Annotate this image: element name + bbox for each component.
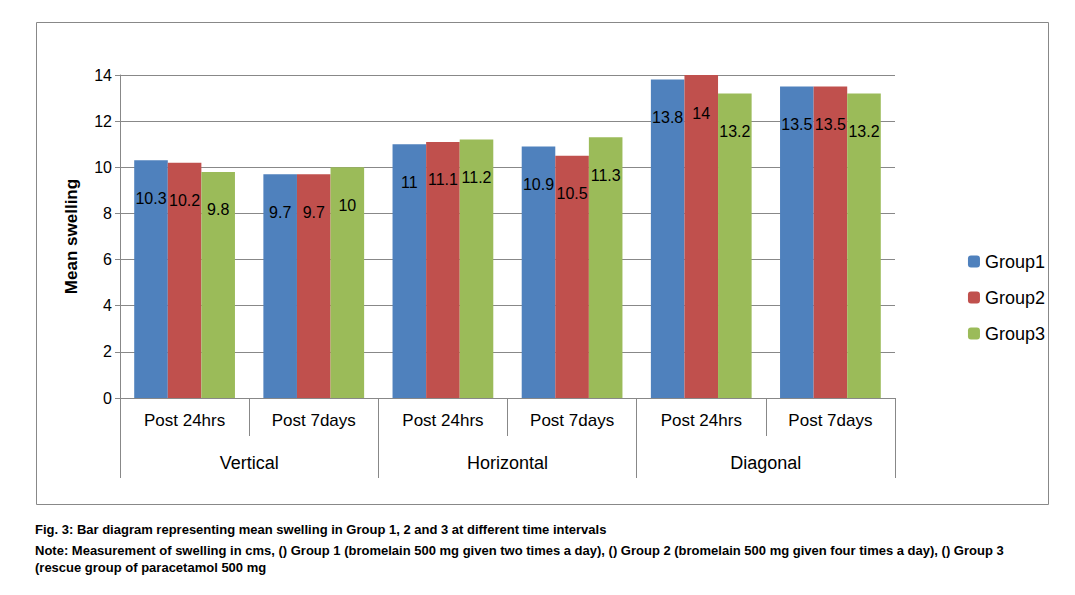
svg-text:Fig. 3: Bar diagram representi: Fig. 3: Bar diagram representing mean sw… — [35, 522, 606, 537]
svg-text:11.1: 11.1 — [428, 171, 458, 188]
svg-text:13.5: 13.5 — [815, 116, 846, 133]
svg-text:0: 0 — [103, 390, 112, 407]
svg-text:13.8: 13.8 — [652, 109, 683, 126]
svg-text:12: 12 — [94, 113, 112, 130]
svg-text:13.2: 13.2 — [719, 123, 750, 140]
svg-text:Group1: Group1 — [985, 252, 1045, 272]
svg-text:10: 10 — [94, 159, 112, 176]
svg-text:10.2: 10.2 — [169, 192, 200, 209]
svg-text:Vertical: Vertical — [220, 453, 279, 473]
svg-text:11.2: 11.2 — [462, 169, 492, 186]
svg-text:4: 4 — [103, 297, 112, 314]
svg-text:13.2: 13.2 — [848, 123, 879, 140]
svg-text:6: 6 — [103, 251, 112, 268]
svg-text:11: 11 — [401, 174, 418, 191]
svg-text:10: 10 — [338, 197, 356, 214]
svg-text:Note: Measurement of swelling: Note: Measurement of swelling in cms, ()… — [35, 543, 1007, 558]
svg-text:9.8: 9.8 — [207, 201, 229, 218]
svg-text:14: 14 — [692, 105, 710, 122]
svg-text:2: 2 — [103, 343, 112, 360]
svg-text:Post 7days: Post 7days — [272, 411, 356, 430]
svg-text:Post 7days: Post 7days — [530, 411, 614, 430]
svg-text:Post 24hrs: Post 24hrs — [402, 411, 483, 430]
svg-text:10.5: 10.5 — [557, 185, 588, 202]
svg-text:Post 7days: Post 7days — [788, 411, 872, 430]
svg-text:13.5: 13.5 — [781, 116, 812, 133]
svg-text:Mean swelling: Mean swelling — [62, 179, 81, 294]
svg-text:10.3: 10.3 — [135, 190, 166, 207]
svg-text:Post 24hrs: Post 24hrs — [144, 411, 225, 430]
svg-text:Post 24hrs: Post 24hrs — [661, 411, 742, 430]
svg-text:9.7: 9.7 — [269, 204, 291, 221]
svg-text:(rescue group of paracetamol 5: (rescue group of paracetamol 500 mg — [35, 560, 266, 575]
svg-text:11.3: 11.3 — [591, 167, 621, 184]
svg-text:9.7: 9.7 — [303, 204, 325, 221]
svg-text:Diagonal: Diagonal — [730, 453, 801, 473]
svg-text:Group2: Group2 — [985, 288, 1045, 308]
svg-text:14: 14 — [94, 67, 112, 84]
svg-text:8: 8 — [103, 205, 112, 222]
svg-text:Horizontal: Horizontal — [467, 453, 548, 473]
svg-text:Group3: Group3 — [985, 324, 1045, 344]
svg-text:10.9: 10.9 — [523, 176, 554, 193]
